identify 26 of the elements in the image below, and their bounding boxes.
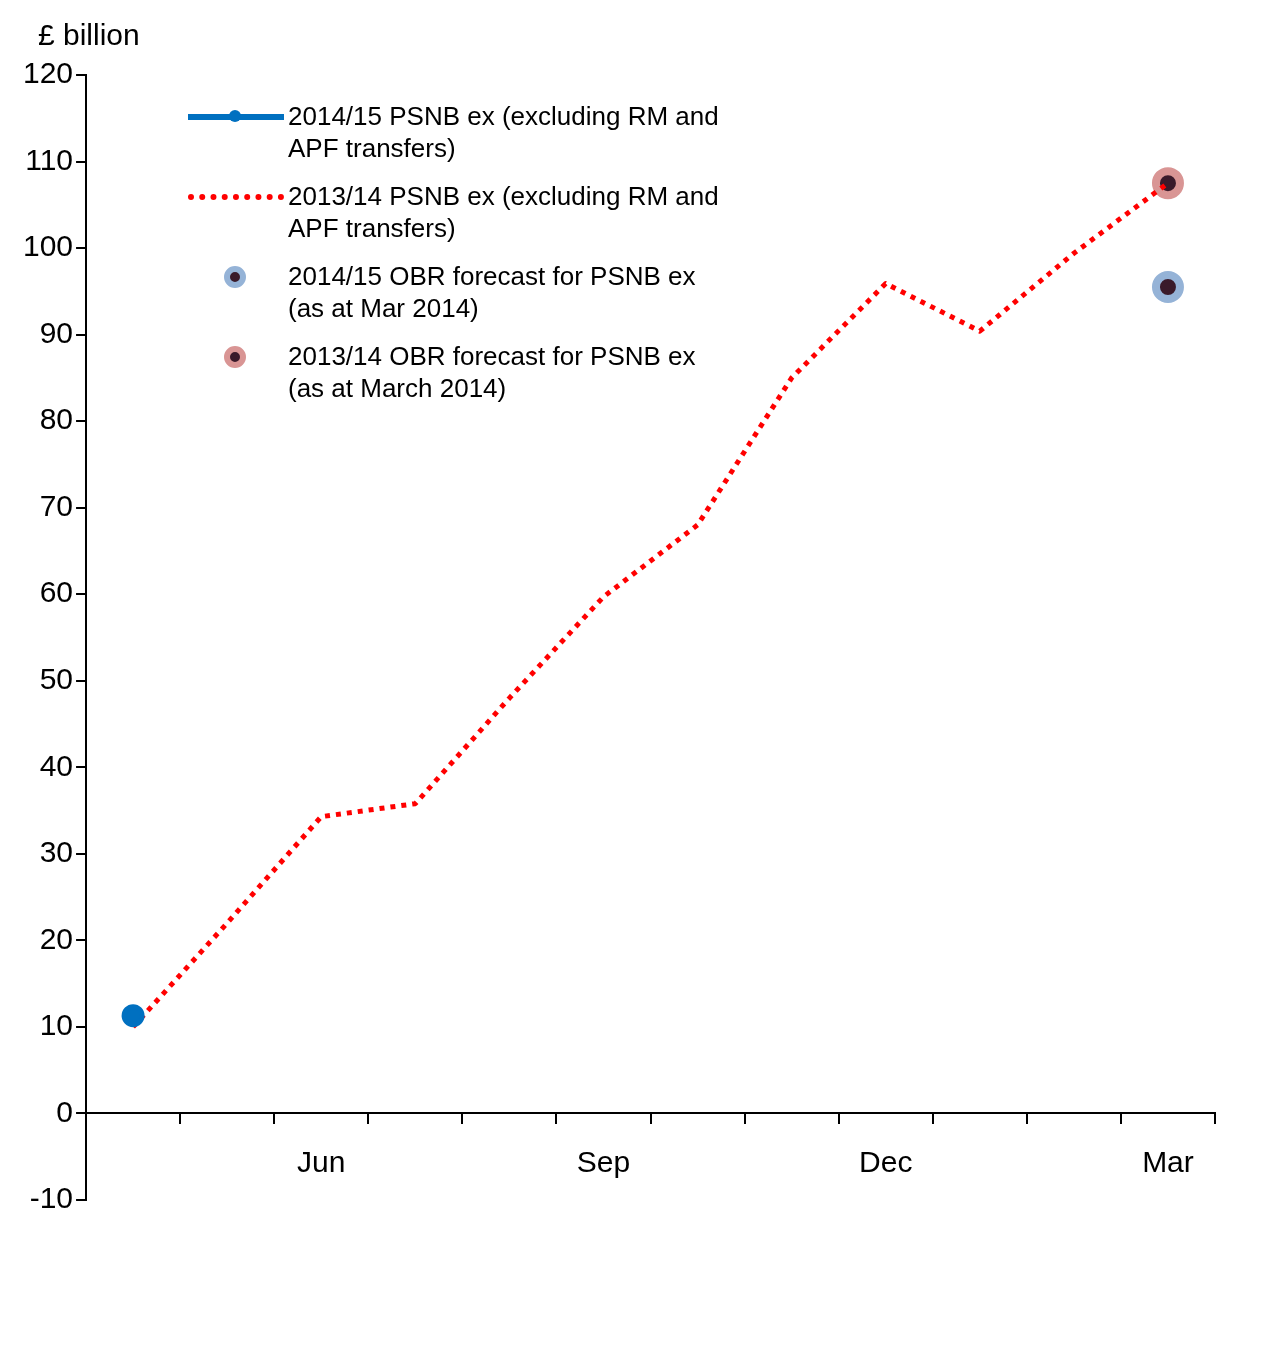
x-tick-label: Mar xyxy=(1142,1144,1194,1178)
x-tick-label: Dec xyxy=(859,1144,913,1178)
y-tick-label: 50 xyxy=(39,662,74,696)
point xyxy=(121,1004,145,1028)
legend-label: 2013/14 OBR forecast for PSNB ex (as at March 2014) xyxy=(288,340,697,404)
y-tick-label: 70 xyxy=(39,488,74,522)
legend-label: 2014/15 PSNB ex (excluding RM and APF transfers) xyxy=(288,100,720,164)
y-tick-label: 110 xyxy=(25,142,74,176)
point xyxy=(1151,271,1184,304)
y-tick-label: 20 xyxy=(39,921,74,955)
y-axis-title: £ billion xyxy=(38,18,140,52)
y-tick-label: 90 xyxy=(39,315,74,349)
y-tick-label: 80 xyxy=(39,402,74,436)
y-tick-label: 30 xyxy=(39,835,74,869)
x-tick-label: Jun xyxy=(297,1144,346,1178)
y-tick-label: 40 xyxy=(39,748,74,782)
y-tick-label: 60 xyxy=(39,575,74,609)
y-tick-label: 10 xyxy=(39,1008,74,1042)
y-tick-label: 100 xyxy=(22,229,74,263)
y-tick-label: 120 xyxy=(22,56,74,90)
legend-label: 2013/14 PSNB ex (excluding RM and APF transfers) xyxy=(288,180,720,244)
point xyxy=(1151,167,1184,200)
x-tick-label: Sep xyxy=(576,1144,631,1178)
legend-label: 2014/15 OBR forecast for PSNB ex (as at Mar 2014) xyxy=(288,260,697,324)
y-tick-label: -10 xyxy=(29,1181,74,1215)
y-tick-label: 0 xyxy=(56,1094,74,1128)
